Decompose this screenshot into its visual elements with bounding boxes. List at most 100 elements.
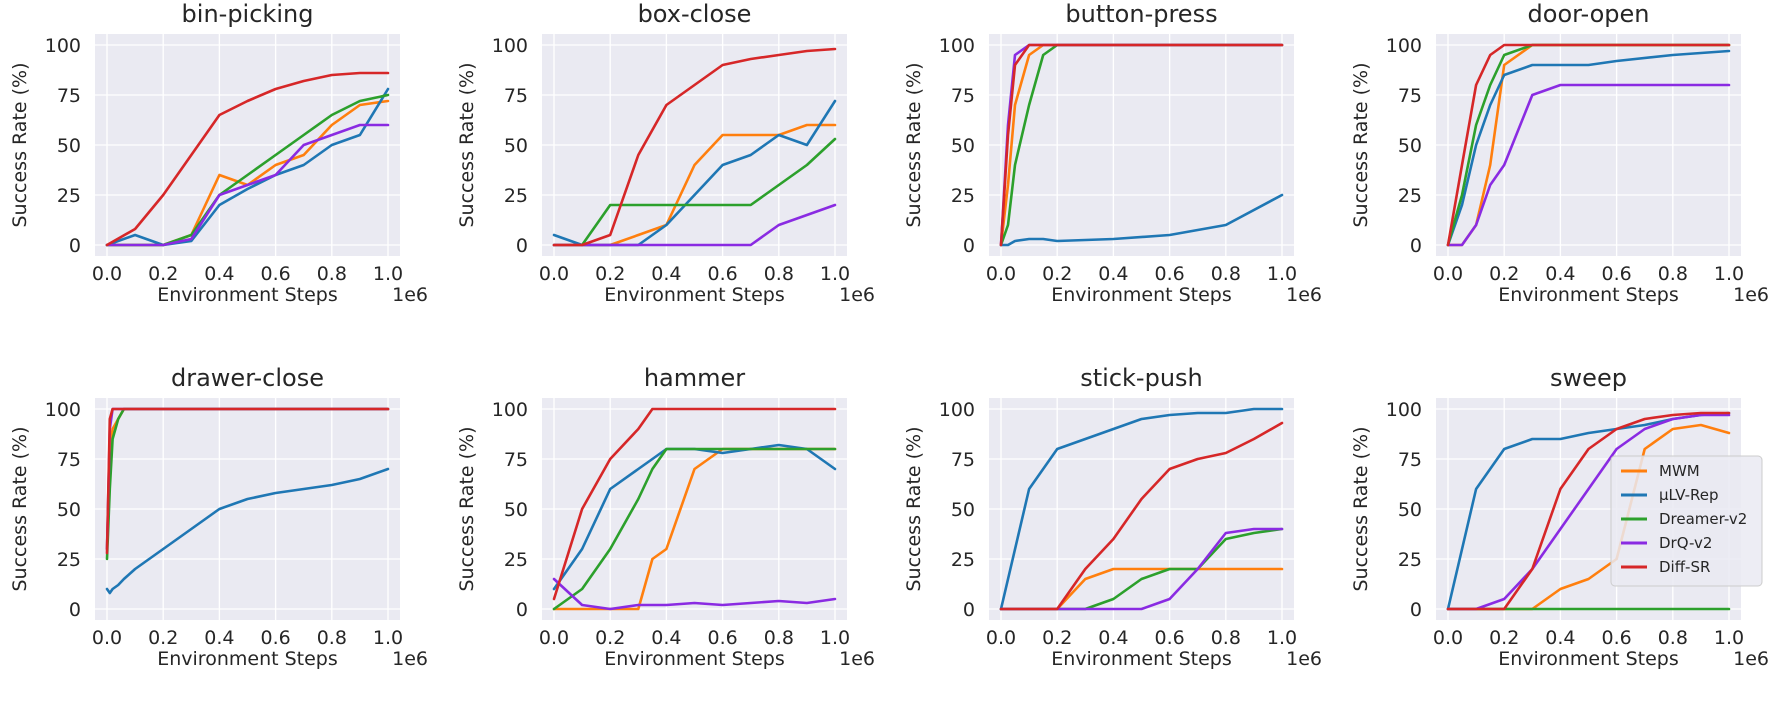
panel-title: door-open	[1528, 0, 1650, 28]
y-tick-label: 25	[504, 185, 528, 207]
y-tick-label: 25	[57, 185, 81, 207]
y-tick-label: 50	[951, 135, 975, 157]
x-tick-label: 0.6	[1601, 627, 1631, 649]
x-tick-label: 0.8	[764, 627, 794, 649]
panel-title: hammer	[644, 364, 745, 392]
series-line-lv-rep	[1446, 49, 1731, 247]
x-tick-label: 0.0	[986, 263, 1016, 285]
x-tick-label: 0.4	[651, 263, 681, 285]
x-tick-label: 0.0	[539, 627, 569, 649]
x-tick-label: 0.8	[317, 263, 347, 285]
panel-title: sweep	[1550, 364, 1627, 392]
series-line-diff-sr	[105, 71, 390, 247]
y-tick-label: 0	[963, 235, 975, 257]
panel-hammer: 0.0 0.2 0.4 0.6 0.8 1.0 0 25 50 75 100 hammer Enviro…	[456, 364, 875, 670]
x-tick-label: 0.6	[707, 263, 737, 285]
y-tick-label: 50	[504, 499, 528, 521]
panel-door-open: 0.0 0.2 0.4 0.6 0.8 1.0 0 25 50 75 100 door-open Env…	[1350, 0, 1769, 306]
y-axis-label: Success Rate (%)	[903, 62, 925, 227]
series-line-dreamer-v2	[552, 137, 837, 247]
series-line-lv-rep	[999, 193, 1284, 247]
x-axis-label: Environment Steps	[157, 284, 338, 306]
x-tick-label: 0.2	[595, 263, 625, 285]
x-axis-label: Environment Steps	[1498, 284, 1679, 306]
x-tick-label: 0.6	[260, 263, 290, 285]
x-tick-label: 0.0	[92, 263, 122, 285]
x-axis-multiplier: 1e6	[839, 648, 875, 670]
x-tick-label: 0.4	[1098, 263, 1128, 285]
x-tick-label: 0.4	[651, 627, 681, 649]
x-tick-label: 0.4	[1098, 627, 1128, 649]
x-axis-label: Environment Steps	[604, 648, 785, 670]
legend-label-lv-rep: μLV-Rep	[1659, 486, 1719, 504]
y-tick-label: 0	[69, 599, 81, 621]
x-tick-label: 0.4	[1545, 263, 1575, 285]
y-tick-label: 50	[1398, 499, 1422, 521]
panel-sweep: 0.0 0.2 0.4 0.6 0.8 1.0 0 25 50 75 100 sweep Environ…	[1350, 364, 1769, 670]
y-tick-label: 50	[57, 135, 81, 157]
y-axis-label: Success Rate (%)	[9, 62, 31, 227]
x-tick-label: 0.0	[1433, 263, 1463, 285]
y-tick-label: 25	[57, 549, 81, 571]
y-tick-label: 50	[1398, 135, 1422, 157]
y-tick-label: 25	[951, 549, 975, 571]
x-tick-label: 0.0	[1433, 627, 1463, 649]
y-tick-label: 75	[951, 449, 975, 471]
series-line-diff-sr	[552, 407, 837, 601]
x-tick-label: 0.8	[764, 263, 794, 285]
y-tick-label: 50	[504, 135, 528, 157]
legend-box	[1610, 455, 1763, 587]
series-line-dreamer-v2	[552, 447, 837, 611]
y-tick-label: 100	[45, 399, 81, 421]
series-line-diff-sr	[552, 47, 837, 247]
x-tick-label: 0.6	[1601, 263, 1631, 285]
panel-drawer-close: 0.0 0.2 0.4 0.6 0.8 1.0 0 25 50 75 100 drawer-close…	[9, 364, 428, 670]
x-tick-label: 0.6	[1154, 627, 1184, 649]
x-tick-label: 1.0	[1714, 627, 1744, 649]
y-axis-label: Success Rate (%)	[456, 62, 478, 227]
panel-title: button-press	[1065, 0, 1217, 28]
panel-stick-push: 0.0 0.2 0.4 0.6 0.8 1.0 0 25 50 75 100 stick-push En…	[903, 364, 1322, 670]
legend-label-diff-sr: Diff-SR	[1659, 558, 1710, 576]
x-tick-label: 0.8	[1211, 627, 1241, 649]
x-tick-label: 1.0	[820, 627, 850, 649]
series-line-diff-sr	[1446, 411, 1731, 611]
x-tick-label: 0.2	[595, 627, 625, 649]
y-tick-label: 100	[939, 399, 975, 421]
x-axis-multiplier: 1e6	[392, 648, 428, 670]
series-line-diff-sr	[999, 421, 1284, 611]
legend-label-drq-v2: DrQ-v2	[1659, 534, 1712, 552]
y-tick-label: 100	[45, 35, 81, 57]
x-tick-label: 0.6	[1154, 263, 1184, 285]
panel-title: box-close	[638, 0, 752, 28]
series-line-diff-sr	[1446, 43, 1731, 247]
x-axis-label: Environment Steps	[604, 284, 785, 306]
x-tick-label: 0.0	[539, 263, 569, 285]
y-tick-label: 0	[516, 599, 528, 621]
x-axis-multiplier: 1e6	[1286, 648, 1322, 670]
y-tick-label: 25	[504, 549, 528, 571]
x-tick-label: 0.2	[148, 627, 178, 649]
y-tick-label: 25	[951, 185, 975, 207]
y-tick-label: 0	[1410, 235, 1422, 257]
panel-bin-picking: 0.0 0.2 0.4 0.6 0.8 1.0 0 25 50 75 100 bin-picking E…	[9, 0, 428, 306]
x-tick-label: 1.0	[1267, 627, 1297, 649]
x-axis-multiplier: 1e6	[839, 284, 875, 306]
y-tick-label: 75	[504, 85, 528, 107]
y-tick-label: 100	[492, 35, 528, 57]
y-tick-label: 25	[1398, 185, 1422, 207]
y-tick-label: 75	[57, 449, 81, 471]
y-tick-label: 75	[504, 449, 528, 471]
series-line-drq-v2	[1446, 83, 1731, 247]
y-tick-label: 25	[1398, 549, 1422, 571]
series-line-drq-v2	[1446, 413, 1731, 611]
panel-title: bin-picking	[182, 0, 314, 28]
x-tick-label: 0.4	[204, 263, 234, 285]
y-axis-label: Success Rate (%)	[456, 426, 478, 591]
x-axis-multiplier: 1e6	[1733, 648, 1769, 670]
x-tick-label: 0.0	[986, 627, 1016, 649]
y-tick-label: 75	[951, 85, 975, 107]
x-tick-label: 0.8	[317, 627, 347, 649]
x-tick-label: 0.2	[1042, 627, 1072, 649]
